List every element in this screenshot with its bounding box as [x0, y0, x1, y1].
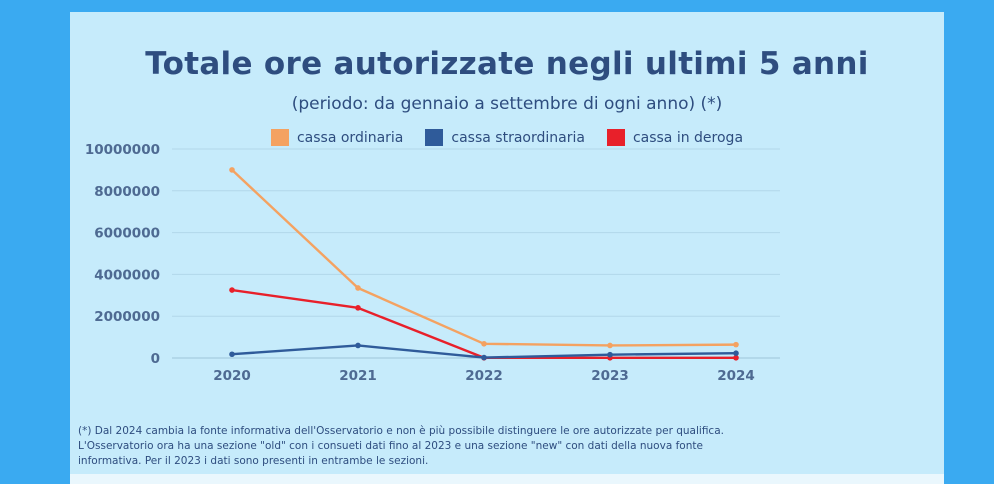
footnote-line-2: L'Osservatorio ora ha una sezione "old" …: [78, 440, 703, 452]
legend-label-cassa-straordinaria: cassa straordinaria: [451, 129, 585, 146]
footnote: (*) Dal 2024 cambia la fonte informativa…: [78, 424, 878, 469]
point-cassa-ordinaria-2024: [733, 341, 739, 348]
legend-swatch-cassa-ordinaria: [270, 129, 289, 146]
legend: cassa ordinaria cassa straordinaria cass…: [70, 129, 944, 146]
point-cassa-in-deroga-2020: [229, 287, 235, 293]
point-cassa-ordinaria-2022: [481, 340, 487, 347]
point-cassa-straordinaria-2022: [481, 354, 487, 361]
legend-swatch-cassa-in-deroga: [606, 129, 625, 146]
footnote-line-3: informativa. Per il 2023 i dati sono pre…: [78, 455, 429, 467]
point-cassa-straordinaria-2024: [733, 350, 739, 356]
legend-item-cassa-ordinaria: cassa ordinaria: [270, 129, 404, 146]
y-tick-label-2000000: 2000000: [94, 309, 160, 325]
x-tick-label-2024: 2024: [717, 368, 755, 384]
y-tick-label-8000000: 8000000: [94, 184, 160, 200]
point-cassa-ordinaria-2023: [607, 342, 613, 349]
point-cassa-straordinaria-2020: [229, 351, 235, 358]
point-cassa-straordinaria-2023: [607, 351, 613, 358]
chart-title: Totale ore autorizzate negli ultimi 5 an…: [145, 46, 869, 82]
x-tick-label-2022: 2022: [465, 368, 503, 384]
point-cassa-in-deroga-2024: [733, 354, 739, 361]
footnote-line-1: (*) Dal 2024 cambia la fonte informativa…: [78, 425, 724, 437]
point-cassa-in-deroga-2021: [355, 305, 361, 311]
chart-panel: Totale ore autorizzate negli ultimi 5 an…: [70, 12, 944, 474]
line-chart: 0 2000000 4000000 6000000 8000000 10000000 202…: [85, 142, 780, 384]
x-tick-label-2021: 2021: [339, 368, 377, 384]
y-tick-label-0: 0: [151, 351, 160, 367]
legend-item-cassa-straordinaria: cassa straordinaria: [425, 129, 585, 146]
bottom-strip: [70, 474, 944, 484]
point-cassa-ordinaria-2021: [355, 285, 361, 291]
legend-swatch-cassa-straordinaria: [425, 129, 444, 146]
point-cassa-straordinaria-2021: [355, 342, 361, 349]
point-cassa-ordinaria-2020: [229, 167, 235, 173]
x-tick-label-2020: 2020: [213, 368, 251, 384]
x-tick-label-2023: 2023: [591, 368, 629, 384]
series-line-cassa-ordinaria: [231, 169, 737, 347]
legend-label-cassa-ordinaria: cassa ordinaria: [296, 129, 404, 146]
y-tick-label-4000000: 4000000: [94, 267, 160, 283]
series-line-cassa-in-deroga: [231, 288, 736, 359]
y-tick-label-6000000: 6000000: [94, 226, 160, 242]
legend-item-cassa-in-deroga: cassa in deroga: [606, 129, 744, 146]
chart-subtitle: (periodo: da gennaio a settembre di ogni…: [291, 94, 723, 114]
legend-label-cassa-in-deroga: cassa in deroga: [632, 129, 744, 146]
y-tick-label-10000000: 10000000: [85, 142, 160, 158]
